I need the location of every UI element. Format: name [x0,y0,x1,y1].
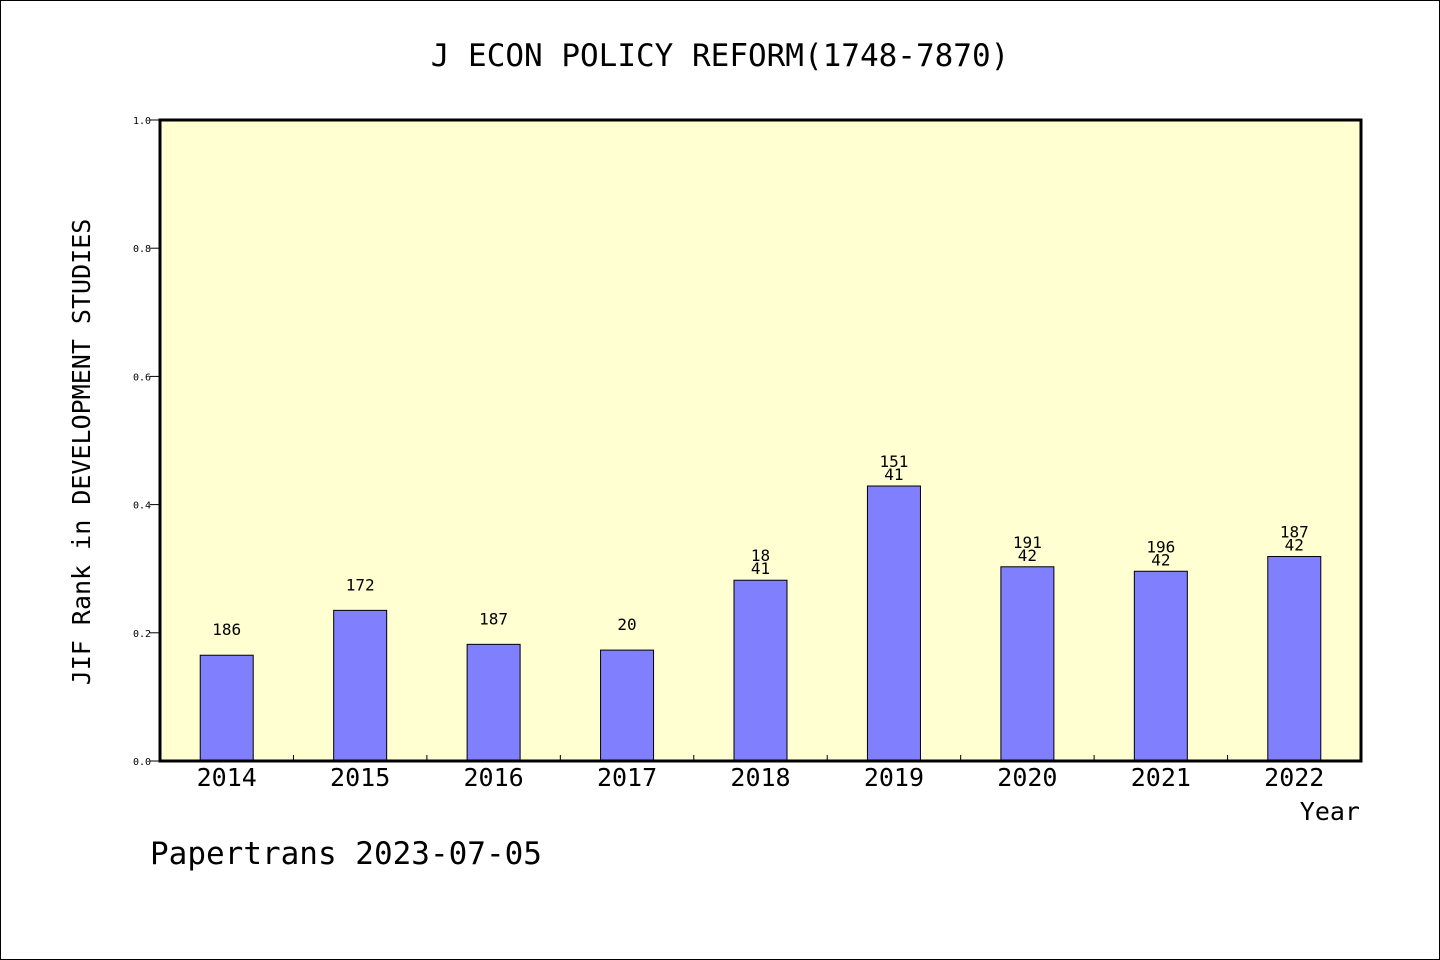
bar-data-label: 191 [1013,533,1042,552]
bar-2016 [466,643,521,762]
bar-data-label: 186 [212,620,241,639]
bar-2021 [1133,570,1188,762]
bar-data-label: 196 [1146,537,1175,556]
bar-2019 [866,485,921,762]
x-tick-label: 2021 [1131,763,1191,792]
bar-2018 [733,579,788,762]
bar-data-label: 41 [884,465,903,484]
x-axis: 2014 2015 2016 2017 2018 2019 2020 2021 2022 [197,755,1324,792]
bar-data-label: 151 [879,452,908,471]
y-tick-label: 1.0 [133,116,151,127]
plot-border [158,118,1363,763]
bar-data-label: 18 [751,546,770,565]
chart-title: J ECON POLICY REFORM(1748-7870) [431,38,1010,74]
x-tick-label: 2018 [730,763,790,792]
bar-data-label: 42 [1018,546,1037,565]
bar-data-label: 187 [1280,523,1309,542]
bar-data-label: 42 [1285,536,1304,555]
footer-credit: Papertrans 2023-07-05 [150,836,542,872]
y-tick-label: 0.8 [133,244,151,255]
bar-data-label: 187 [479,609,508,628]
y-tick-label: 0.0 [133,757,151,768]
bar-2015 [333,609,388,762]
bar-data-label: 172 [346,575,375,594]
bar-series [199,485,1322,762]
y-axis: 0.0 0.2 0.4 0.6 0.8 1.0 [133,116,160,768]
x-axis-label: Year [1300,797,1360,826]
y-tick-label: 0.2 [133,629,151,640]
bar-data-label: 20 [617,615,636,634]
y-tick-label: 0.4 [133,501,151,512]
x-tick-label: 2019 [864,763,924,792]
bar-2017 [600,649,655,762]
x-tick-label: 2016 [464,763,524,792]
x-tick-label: 2017 [597,763,657,792]
x-tick-label: 2020 [997,763,1057,792]
x-tick-label: 2014 [197,763,257,792]
x-tick-label: 2022 [1264,763,1324,792]
bar-2020 [1000,566,1055,762]
x-tick-label: 2015 [330,763,390,792]
bar-2014 [199,654,254,762]
y-axis-label: JIF Rank in DEVELOPMENT STUDIES [67,219,96,686]
y-tick-label: 0.6 [133,372,151,383]
bar-data-label: 41 [751,559,770,578]
bar-2022 [1267,556,1322,762]
bar-data-label: 42 [1151,550,1170,569]
